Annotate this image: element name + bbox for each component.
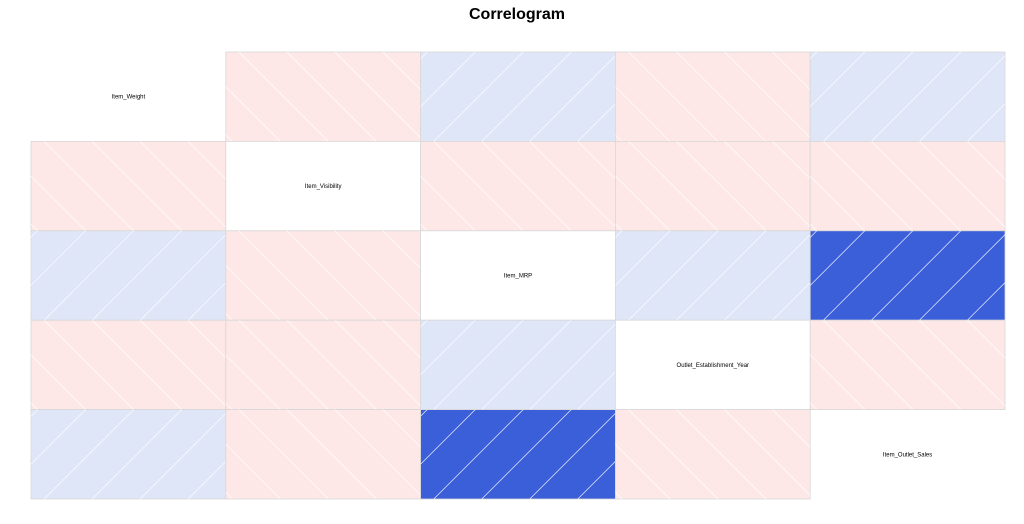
corr-cell bbox=[420, 409, 616, 500]
hatch-lines bbox=[31, 409, 226, 500]
hatch-lines bbox=[615, 52, 811, 142]
corr-cell bbox=[615, 230, 811, 321]
corr-cell bbox=[225, 319, 422, 411]
corr-cell bbox=[809, 51, 1006, 142]
corr-cell bbox=[30, 140, 227, 232]
corr-cell bbox=[30, 230, 227, 321]
hatch-lines bbox=[31, 141, 226, 231]
hatch-lines bbox=[810, 230, 1006, 321]
corr-cell bbox=[30, 319, 227, 411]
hatch-lines bbox=[810, 320, 1006, 410]
variable-label: Item_Weight bbox=[112, 95, 146, 101]
diagonal-cell bbox=[225, 140, 422, 232]
hatch-lines bbox=[615, 409, 811, 500]
hatch-lines bbox=[225, 320, 421, 410]
corr-cell bbox=[225, 409, 422, 500]
hatch-lines bbox=[615, 141, 811, 231]
corr-cell bbox=[420, 140, 616, 232]
variable-label: Item_Visibility bbox=[305, 184, 342, 190]
hatch-lines bbox=[225, 409, 421, 500]
corr-cell bbox=[809, 319, 1006, 411]
corr-cell bbox=[615, 51, 811, 142]
corr-cell bbox=[809, 230, 1006, 321]
diagonal-cell bbox=[420, 230, 616, 321]
hatch-lines bbox=[420, 409, 616, 500]
corr-cell bbox=[225, 51, 422, 142]
hatch-lines bbox=[615, 230, 811, 321]
hatch-lines bbox=[420, 320, 616, 410]
variable-label: Item_MRP bbox=[504, 274, 532, 280]
corr-cell bbox=[420, 51, 616, 142]
corr-cell bbox=[420, 319, 616, 411]
hatch-lines bbox=[810, 141, 1006, 231]
hatch-lines bbox=[31, 230, 226, 321]
variable-label: Item_Outlet_Sales bbox=[883, 452, 932, 458]
corr-cell bbox=[809, 140, 1006, 232]
hatch-lines bbox=[31, 320, 226, 410]
hatch-lines bbox=[420, 52, 616, 142]
hatch-lines bbox=[810, 52, 1006, 142]
hatch-lines bbox=[225, 52, 421, 142]
hatch-lines bbox=[225, 230, 421, 321]
corr-cell bbox=[615, 140, 811, 232]
chart-title: Correlogram bbox=[468, 6, 566, 23]
variable-label: Outlet_Establishment_Year bbox=[677, 363, 750, 369]
corr-cell bbox=[30, 409, 227, 500]
corr-cell bbox=[615, 409, 811, 500]
corr-cell bbox=[225, 230, 422, 321]
hatch-lines bbox=[420, 141, 616, 231]
